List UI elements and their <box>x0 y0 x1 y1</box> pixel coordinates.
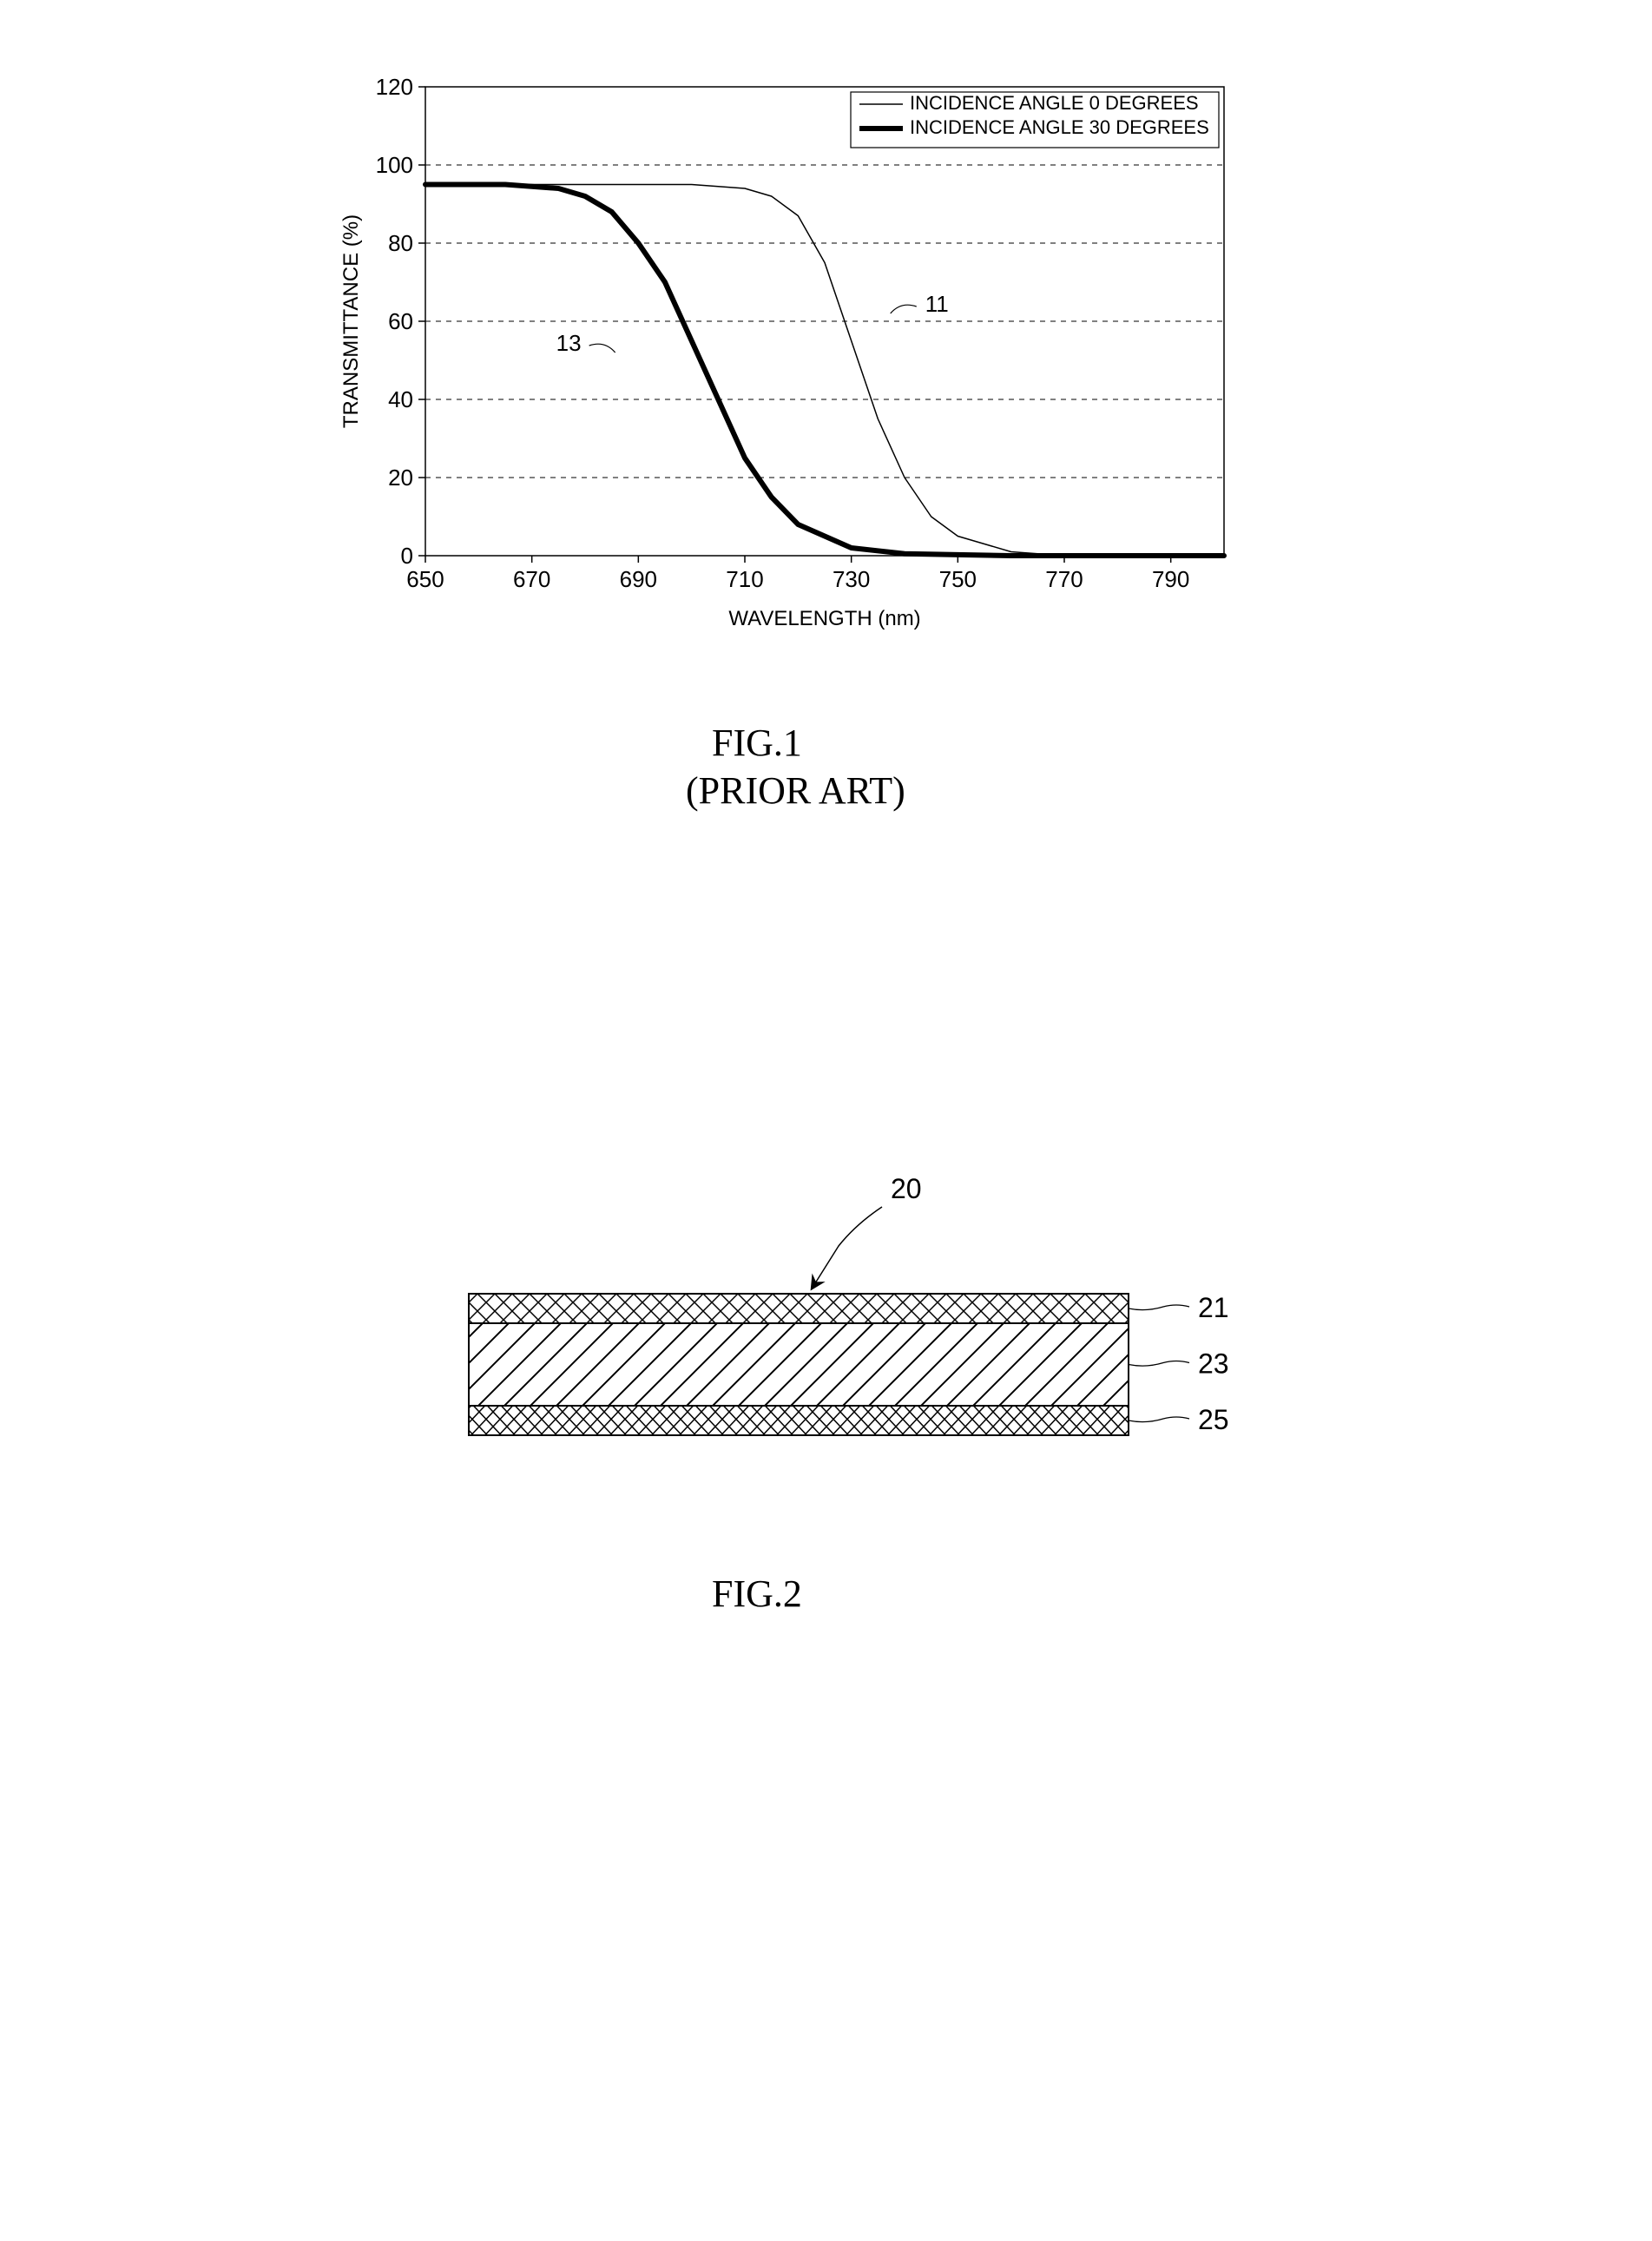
svg-text:INCIDENCE ANGLE 30 DEGREES: INCIDENCE ANGLE 30 DEGREES <box>910 116 1209 138</box>
svg-text:INCIDENCE ANGLE 0 DEGREES: INCIDENCE ANGLE 0 DEGREES <box>910 92 1199 114</box>
fig2-diagram-svg: 20 21 23 25 <box>451 1146 1285 1511</box>
page: 650 670 690 710 730 750 770 790 0 20 40 60 80 100 120 W… <box>0 0 1652 2241</box>
svg-text:790: 790 <box>1152 566 1189 592</box>
svg-text:40: 40 <box>388 386 413 412</box>
svg-text:80: 80 <box>388 230 413 256</box>
fig1-chart: 650 670 690 710 730 750 770 790 0 20 40 60 80 100 120 W… <box>330 69 1285 699</box>
svg-text:0: 0 <box>401 543 413 569</box>
fig1-caption: FIG.1 <box>712 721 802 765</box>
svg-text:25: 25 <box>1198 1404 1229 1435</box>
svg-text:13: 13 <box>556 330 582 356</box>
svg-text:690: 690 <box>620 566 657 592</box>
svg-text:TRANSMITTANCE (%): TRANSMITTANCE (%) <box>339 214 363 428</box>
fig1-subcaption: (PRIOR ART) <box>686 768 905 813</box>
fig1-chart-svg: 650 670 690 710 730 750 770 790 0 20 40 60 80 100 120 W… <box>330 69 1285 695</box>
svg-text:20: 20 <box>388 465 413 491</box>
svg-text:60: 60 <box>388 308 413 334</box>
svg-text:120: 120 <box>376 74 413 100</box>
svg-text:730: 730 <box>833 566 870 592</box>
svg-text:770: 770 <box>1045 566 1083 592</box>
svg-text:20: 20 <box>891 1173 922 1204</box>
svg-text:11: 11 <box>925 291 949 317</box>
fig2-caption: FIG.2 <box>712 1572 802 1616</box>
svg-text:WAVELENGTH (nm): WAVELENGTH (nm) <box>728 607 920 630</box>
svg-text:100: 100 <box>376 152 413 178</box>
svg-text:23: 23 <box>1198 1348 1229 1380</box>
svg-text:21: 21 <box>1198 1292 1229 1323</box>
svg-text:750: 750 <box>939 566 977 592</box>
svg-text:670: 670 <box>513 566 550 592</box>
svg-text:710: 710 <box>726 566 763 592</box>
svg-text:650: 650 <box>406 566 444 592</box>
fig2-diagram: 20 21 23 25 <box>451 1146 1285 1515</box>
